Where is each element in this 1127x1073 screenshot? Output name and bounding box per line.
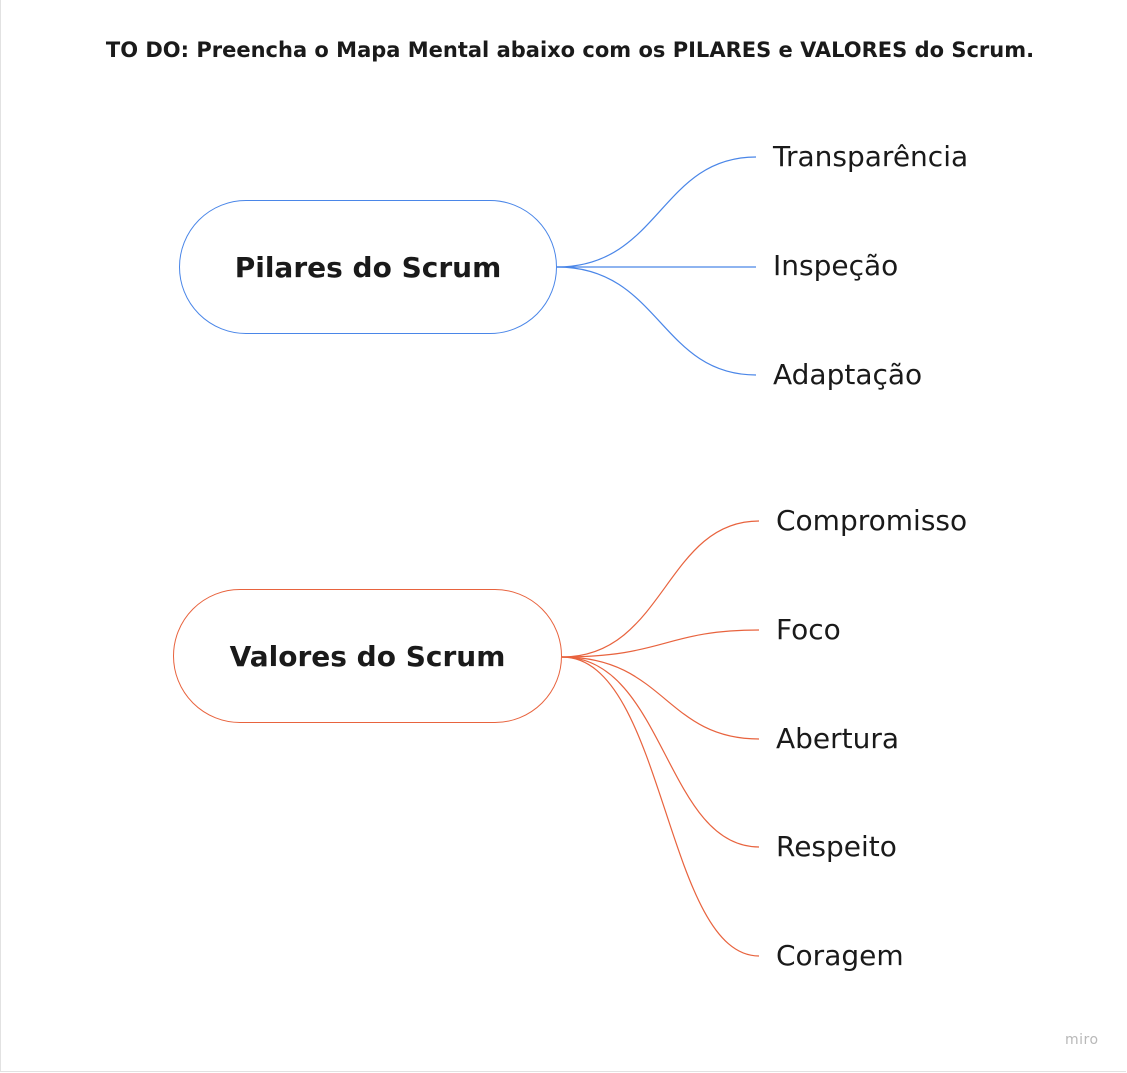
connector-coragem [561,656,760,957]
mindmap-node-inspecao[interactable]: Inspeção [773,249,899,282]
mindmap-node-adaptacao[interactable]: Adaptação [773,358,923,391]
connector-respeito [561,656,760,848]
connector-adaptacao [556,266,757,376]
connector-transparencia [556,156,757,268]
miro-logo: miro [1065,1032,1099,1048]
mindmap-node-compromisso[interactable]: Compromisso [776,504,968,537]
mindmap-node-foco[interactable]: Foco [776,613,841,646]
connector-compromisso [561,520,760,658]
mindmap-node-abertura[interactable]: Abertura [776,722,900,755]
mindmap-node-transparencia[interactable]: Transparência [773,140,969,173]
mindmap-node-respeito[interactable]: Respeito [776,830,897,863]
instruction-heading: TO DO: Preencha o Mapa Mental abaixo com… [105,38,1035,62]
mindmap-root-pilares[interactable]: Pilares do Scrum [179,200,557,334]
connector-foco [561,629,760,658]
mindmap-root-valores[interactable]: Valores do Scrum [173,589,562,723]
connector-abertura [561,656,760,740]
mindmap-node-coragem[interactable]: Coragem [776,939,904,972]
